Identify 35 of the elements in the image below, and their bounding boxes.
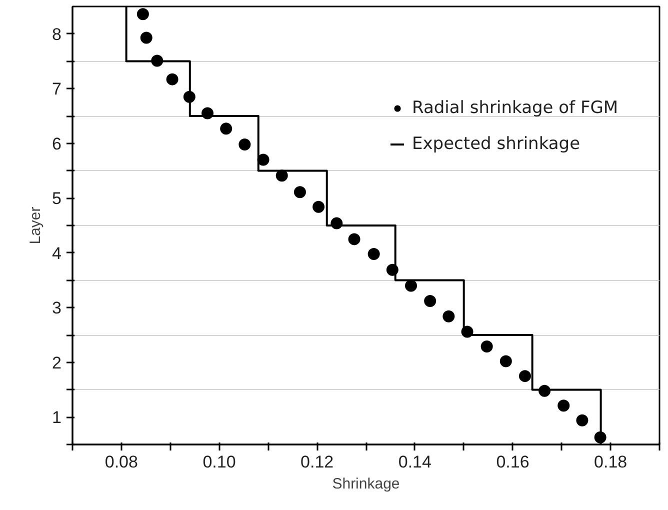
x-axis-title: Shrinkage [332,476,400,492]
x-tick-label: 0.08 [104,452,138,472]
point [558,400,570,412]
point [220,122,232,135]
point [294,186,306,198]
x-tick-label: 0.16 [496,452,530,472]
x-tick-label: 0.12 [300,452,334,472]
x-tick-label: 0.18 [594,452,628,472]
point [480,340,493,352]
y-tick-label: 4 [52,244,62,263]
y-tick-label: 2 [52,353,62,372]
point [140,32,152,44]
y-tick-label: 5 [52,189,62,208]
point [518,370,531,382]
point [442,310,455,322]
y-tick-label: 7 [52,80,62,99]
y-tick-label: 8 [52,24,62,44]
point [348,233,360,246]
point [405,280,418,292]
point [424,295,436,308]
point [500,355,512,368]
legend-label: Radial shrinkage of FGM [412,98,618,118]
y-tick-label: 6 [52,134,62,154]
y-axis-title: Layer [27,206,44,244]
point [576,414,588,426]
x-tick-label: 0.10 [202,452,236,472]
point [312,200,325,213]
y-tick-label: 1 [52,408,62,428]
point [166,73,178,86]
point [238,138,251,150]
y-tick-label: 3 [52,298,62,318]
legend-label: Expected shrinkage [412,134,580,154]
point [368,248,380,260]
x-tick-label: 0.14 [398,452,432,472]
point [136,8,149,20]
